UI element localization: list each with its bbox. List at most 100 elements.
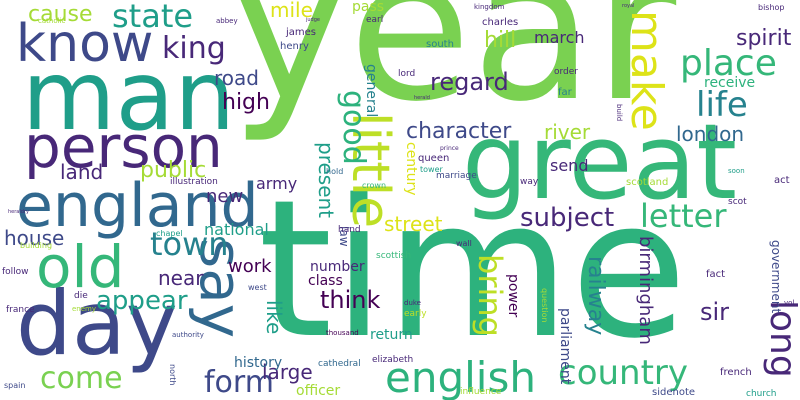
- word-spirit: spirit: [736, 26, 792, 51]
- word-railway: railway: [583, 256, 608, 336]
- word-cathedral: cathedral: [318, 359, 361, 369]
- word-march: march: [534, 28, 585, 47]
- word-form: form: [204, 365, 274, 400]
- word-make: make: [621, 10, 672, 131]
- word-day: day: [16, 272, 178, 375]
- word-return: return: [370, 327, 413, 343]
- word-army: army: [256, 174, 298, 193]
- word-marriage: marriage: [436, 171, 477, 181]
- word-spain: spain: [4, 381, 26, 390]
- word-present: present: [314, 142, 338, 219]
- word-scottish: scottish: [376, 251, 412, 261]
- word-birmingham: birmingham: [635, 236, 656, 345]
- word-new: new: [206, 186, 244, 207]
- word-year: year: [230, 0, 677, 146]
- word-france: france: [6, 305, 35, 315]
- word-national: national: [204, 220, 269, 239]
- word-wall: wall: [456, 239, 472, 248]
- word-follow: follow: [2, 267, 29, 277]
- word-like: like: [262, 300, 286, 335]
- word-earl: earl: [366, 15, 384, 25]
- word-parliament: parliament: [557, 308, 573, 385]
- word-act: act: [774, 175, 790, 186]
- word-chapel: chapel: [156, 229, 183, 238]
- word-early: early: [404, 309, 427, 319]
- word-subject: subject: [520, 203, 615, 233]
- word-hold: hold: [326, 167, 344, 176]
- word-heraldry: heraldry: [8, 209, 29, 215]
- word-enemy: enemy: [72, 305, 97, 313]
- word-time: time: [258, 159, 688, 380]
- word-general: general: [363, 64, 379, 118]
- word-regard: regard: [430, 68, 509, 96]
- word-come: come: [40, 361, 123, 396]
- word-king: king: [162, 31, 226, 66]
- word-sir: sir: [700, 298, 730, 326]
- word-influence: influence: [460, 387, 502, 397]
- word-kingdom: kingdom: [474, 3, 505, 11]
- word-french: french: [720, 367, 752, 378]
- word-english: english: [385, 353, 536, 400]
- word-illustration: illustration: [170, 177, 218, 187]
- word-south: south: [426, 39, 454, 50]
- word-history: history: [234, 355, 283, 371]
- word-north: north: [168, 364, 177, 386]
- word-man: man: [22, 40, 236, 152]
- word-hand: hand: [338, 225, 361, 235]
- word-henry: henry: [280, 41, 309, 52]
- word-town: town: [150, 225, 229, 263]
- word-character: character: [406, 119, 512, 144]
- word-fact: fact: [706, 269, 726, 280]
- word-class: class: [308, 273, 343, 289]
- word-england: england: [16, 171, 259, 241]
- word-public: public: [140, 158, 207, 183]
- word-church: church: [746, 389, 777, 399]
- word-judge: judge: [306, 17, 320, 23]
- word-scotland: scotland: [626, 177, 669, 188]
- word-prince: prince: [440, 145, 459, 152]
- word-high: high: [222, 90, 270, 115]
- word-thousand: thousand: [326, 329, 359, 337]
- word-land: land: [60, 160, 104, 184]
- word-life: life: [696, 85, 748, 125]
- word-person: person: [24, 113, 223, 181]
- word-queen: queen: [418, 153, 450, 164]
- word-tower: tower: [420, 165, 443, 174]
- word-near: near: [158, 266, 204, 290]
- word-duke: duke: [404, 299, 421, 307]
- word-house: house: [4, 226, 65, 250]
- word-far: far: [558, 87, 572, 98]
- word-london: london: [676, 122, 745, 146]
- word-road: road: [214, 66, 259, 90]
- word-royal: royal: [622, 3, 635, 9]
- word-officer: officer: [296, 383, 341, 399]
- word-authority: authority: [172, 331, 204, 339]
- word-cause: cause: [28, 2, 93, 27]
- word-mile: mile: [270, 0, 313, 22]
- word-government: government: [769, 240, 783, 314]
- word-letter: letter: [640, 197, 727, 235]
- word-street: street: [384, 212, 443, 236]
- word-elizabeth: elizabeth: [372, 355, 414, 365]
- word-order: order: [554, 67, 578, 77]
- word-catholic: catholic: [38, 17, 66, 25]
- word-bishop: bishop: [758, 3, 785, 12]
- word-state: state: [112, 0, 194, 35]
- word-scot: scot: [728, 197, 747, 207]
- word-century: century: [403, 142, 419, 196]
- word-question: question: [540, 288, 549, 323]
- word-pass: pass: [352, 0, 385, 15]
- word-great: great: [462, 101, 737, 223]
- word-country: country: [558, 353, 689, 393]
- word-way: way: [520, 177, 539, 187]
- word-send: send: [550, 156, 589, 175]
- word-work: work: [228, 256, 272, 277]
- word-know: know: [16, 14, 154, 74]
- word-lord: lord: [398, 69, 416, 79]
- word-crown: crown: [362, 181, 387, 190]
- word-abbey: abbey: [216, 17, 238, 25]
- word-james: james: [286, 27, 317, 38]
- word-building: building: [20, 241, 53, 250]
- word-power: power: [505, 274, 521, 318]
- word-think: think: [320, 286, 381, 314]
